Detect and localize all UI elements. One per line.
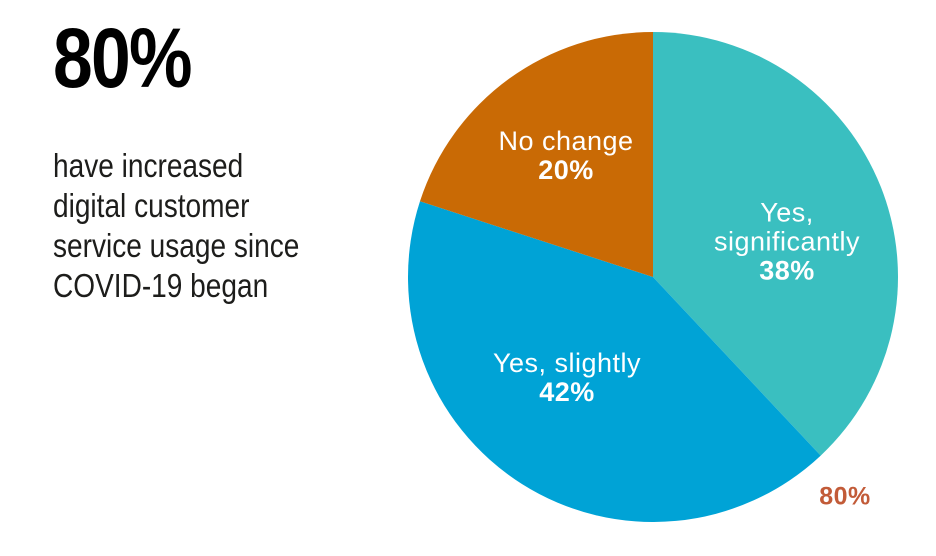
pie-slice-yes-significantly (653, 32, 898, 456)
pie-chart: Yes, significantly 38% Yes, slightly 42%… (408, 32, 898, 522)
description-line: have increased (53, 147, 244, 184)
headline-stat: 80% (53, 11, 193, 105)
description-line: COVID-19 began (53, 267, 269, 304)
description-line: service usage since (53, 227, 300, 264)
pie-slice-no-change (419, 32, 653, 277)
description-line: digital customer (53, 187, 250, 224)
pie-chart-svg (408, 32, 898, 522)
headline-description: have increased digital customer service … (53, 146, 299, 306)
pie-slice-yes-slightly (408, 201, 821, 522)
